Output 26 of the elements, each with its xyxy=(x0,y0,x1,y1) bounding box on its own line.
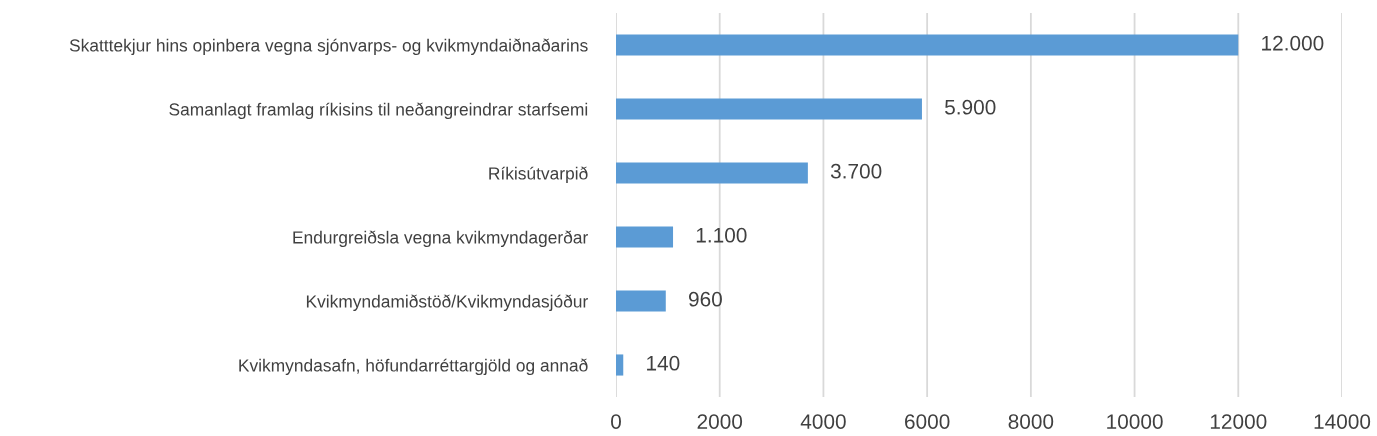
bar xyxy=(616,354,624,376)
x-tick-label: 10000 xyxy=(1107,414,1163,429)
bar xyxy=(616,226,674,248)
y-tick-label: Kvikmyndasafn, höfundarréttargjöld og annað xyxy=(239,358,588,376)
y-tick-label: Kvikmyndamiðstöð/Kvikmyndasjóður xyxy=(306,294,588,312)
x-tick-label: 6000 xyxy=(905,414,950,429)
data-label: 5.900 xyxy=(945,99,996,115)
y-tick-label: Samanlagt framlag ríkisins til neðangreindrar starfsemi xyxy=(169,102,588,120)
bar xyxy=(616,34,1239,56)
bar xyxy=(616,290,666,312)
x-tick-label: 4000 xyxy=(800,414,846,429)
data-label: 12.000 xyxy=(1262,35,1324,51)
x-tick-label: 2000 xyxy=(697,414,743,429)
x-tick-label: 12000 xyxy=(1210,414,1267,429)
x-tick-label: 14000 xyxy=(1314,414,1371,429)
y-tick-label: Skatttekjur hins opinbera vegna sjónvarps- og kvikmyndaiðnaðarins xyxy=(69,38,588,56)
data-label: 3.700 xyxy=(830,163,882,179)
y-tick-label: Endurgreiðsla vegna kvikmyndagerðar xyxy=(293,230,588,248)
y-tick-label: Ríkisútvarpið xyxy=(489,166,588,184)
data-label: 140 xyxy=(647,355,680,371)
bar xyxy=(616,98,922,120)
data-label: 1.100 xyxy=(696,227,747,243)
data-label: 960 xyxy=(688,291,722,307)
x-tick-label: 0 xyxy=(611,414,621,429)
x-tick-label: 8000 xyxy=(1008,414,1054,429)
bar xyxy=(616,162,808,184)
